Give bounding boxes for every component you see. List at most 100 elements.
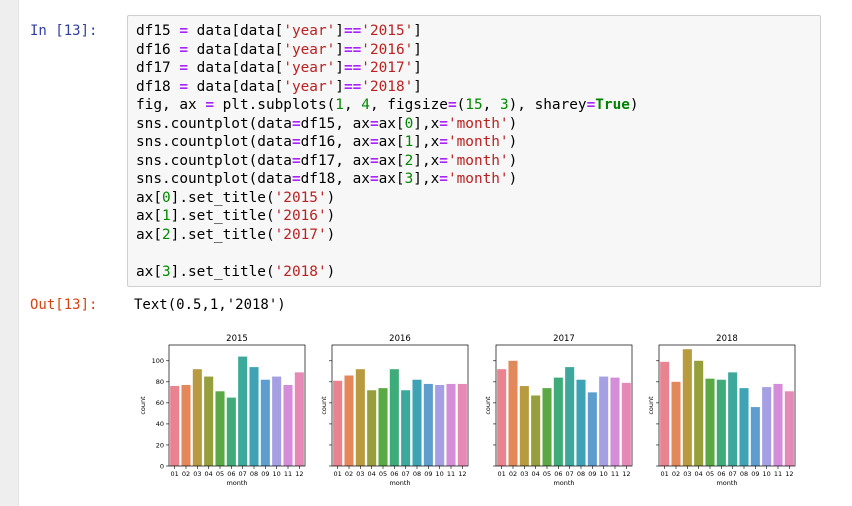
code-token: sns.countplot(data [136,171,292,187]
chart-output: 2015 01 02 03 04 05 06 07 08 09 10 11 12 month 0 20 40 60… [134,322,814,498]
chart-bar [587,392,597,466]
code-token: data[data[ [188,78,284,95]
code-token: == [343,60,362,76]
chart-bar [671,381,681,466]
output-text: Text(0.5,1,'2018') [134,297,286,313]
code-editor[interactable]: df15 = data[data['year']=='2015'] df16 = … [127,15,821,287]
code-token: = [447,97,457,113]
chart-frame [495,344,633,467]
x-tick-label: 06 [390,470,398,478]
x-tick-label: 07 [402,470,410,478]
chart-bar [553,377,563,466]
code-token: = [179,60,188,76]
chart-bar [446,383,456,466]
x-tick-label: 09 [751,470,759,478]
code-token: = [369,152,379,169]
chart-bar [435,384,445,466]
x-tick-label: 09 [588,470,596,478]
x-tick-label: 05 [379,470,387,478]
chart-bar [457,383,467,466]
chart-bar [565,367,575,466]
x-tick-label: 04 [368,470,376,478]
code-token: = [179,78,188,95]
x-tick-label: 06 [554,470,562,478]
y-axis-label: count [647,396,655,415]
code-token: = [291,152,301,169]
x-tick-label: 08 [413,470,421,478]
code-line: sns.countplot(data=df18, ax=ax[3],x='mon… [136,170,639,189]
chart-bar [694,360,704,466]
chart-frame [658,344,796,467]
code-line: df18 = data[data['year']=='2018'] [136,78,639,97]
code-token: ] [335,23,344,39]
x-tick-label: 01 [498,470,506,478]
chart-bar [531,395,541,466]
code-token: 2 [162,226,171,243]
x-axis-label: month [553,479,574,487]
code-token: 3 [499,97,509,113]
x-tick-label: 08 [740,470,748,478]
chart-bar [784,391,794,466]
x-tick-label: 07 [239,470,247,478]
code-token: 'year' [283,60,336,76]
code-token: ].set_title( [170,263,275,280]
chart-bar [542,388,552,466]
code-line: sns.countplot(data=df16, ax=ax[1],x='mon… [136,133,639,152]
x-tick-label: 01 [661,470,669,478]
x-tick-label: 02 [509,470,517,478]
chart-bar [272,376,282,466]
code-token: ( [456,97,466,113]
code-token: 0 [404,115,414,132]
x-tick-label: 08 [250,470,258,478]
x-tick-label: 02 [345,470,353,478]
chart-title: 2015 [226,334,248,344]
chart-bar [739,388,749,466]
code-token: df17, ax [300,152,370,169]
code-token: '2016' [274,208,327,224]
chart-bar [249,367,259,466]
x-tick-label: 03 [356,470,364,478]
code-token: df18 [136,78,180,95]
code-token: = [291,134,301,150]
chart-bar [204,376,214,466]
chart-bar [355,369,365,466]
code-token: == [343,78,362,95]
x-tick-label: 10 [436,470,444,478]
code-token: ) [508,115,518,132]
chart-bar [344,375,354,466]
code-token: ] [413,23,422,39]
x-tick-label: 05 [706,470,714,478]
y-axis-label: count [484,396,492,415]
chart-bar [260,379,270,466]
code-token: = [291,171,301,187]
code-token: sns.countplot(data [136,152,292,169]
code-line: ax[0].set_title('2015') [136,189,639,208]
x-tick-label: 01 [171,470,179,478]
code-token: = [369,115,379,132]
code-token: ax[ [136,226,162,243]
code-token: ],x [413,152,440,169]
x-tick-label: 07 [566,470,574,478]
code-line: ax[3].set_title('2018') [136,263,639,282]
chart-frame [168,344,306,467]
code-token: ax[ [136,263,162,280]
x-tick-label: 11 [447,470,455,478]
code-token: ],x [413,134,440,150]
code-token: = [291,115,301,132]
x-tick-label: 10 [763,470,771,478]
code-token: , [482,97,500,113]
x-tick-label: 07 [729,470,737,478]
chart-bar [333,380,343,466]
chart-bar [716,379,726,466]
x-tick-label: 04 [205,470,213,478]
code-token: fig, ax [136,97,206,113]
chart-frame [331,344,469,467]
code-token: '2018' [361,78,414,95]
chart-bar [621,382,631,466]
x-tick-label: 10 [600,470,608,478]
code-token: ],x [413,115,440,132]
code-token: ) [508,171,518,187]
chart-bar [238,356,248,466]
code-line [136,244,639,263]
